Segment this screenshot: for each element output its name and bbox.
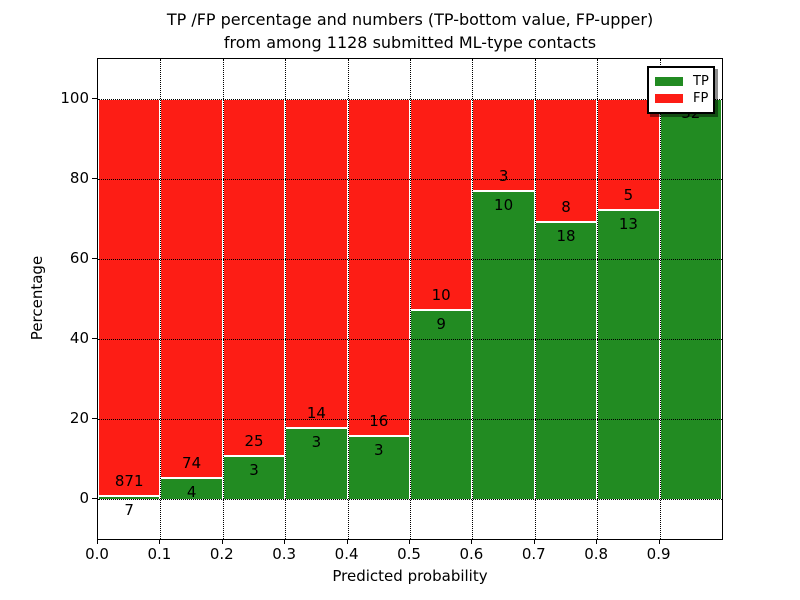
x-tick-mark-0.8: [596, 539, 598, 544]
x-tick-label-0.8: 0.8: [584, 545, 609, 563]
bar-count-tp-7: 18: [556, 227, 576, 246]
bar-count-tp-6: 10: [494, 196, 514, 215]
bar-fp-5: [410, 99, 473, 310]
bar-tp-3: [285, 428, 348, 499]
bar-fp-4: [347, 99, 410, 436]
x-tick-label-0.6: 0.6: [459, 545, 484, 563]
y-tick-mark-60: [92, 258, 97, 259]
bar-count-fp-4: 16: [369, 411, 389, 430]
chart-title-line1: TP /FP percentage and numbers (TP-bottom…: [166, 10, 654, 29]
y-tick-mark-40: [92, 338, 97, 339]
gridline-v-0.6: [472, 59, 474, 539]
legend-swatch-tp: [655, 77, 683, 86]
bar-fp-3: [285, 99, 348, 429]
x-tick-label-0.7: 0.7: [521, 545, 546, 563]
bar-tp-2: [222, 456, 286, 499]
bar-count-fp-5: 10: [431, 285, 451, 304]
bar-count-fp-3: 14: [306, 404, 326, 423]
y-tick-label-100: 100: [60, 89, 89, 107]
legend-entry-fp: FP: [655, 90, 709, 107]
x-tick-mark-0.1: [159, 539, 161, 544]
gridline-v-0.3: [285, 59, 287, 539]
y-tick-label-0: 0: [79, 489, 89, 507]
gridline-v-0.1: [160, 59, 162, 539]
bar-count-fp-8: 5: [623, 186, 634, 205]
bar-tp-5: [410, 309, 473, 499]
bar-count-tp-5: 9: [436, 314, 446, 333]
bar-fp-0: [98, 99, 161, 496]
bar-fp-2: [222, 99, 286, 457]
y-tick-mark-0: [92, 498, 97, 499]
x-tick-label-0.3: 0.3: [272, 545, 297, 563]
bar-count-tp-0: 7: [124, 500, 134, 519]
bar-tp-4: [347, 435, 410, 499]
bar-tp-8: [597, 210, 660, 499]
y-tick-label-20: 20: [69, 409, 89, 427]
y-tick-mark-100: [92, 98, 97, 99]
gridline-v-0.2: [222, 59, 224, 539]
bar-count-fp-2: 25: [244, 432, 264, 451]
x-tick-mark-0.3: [284, 539, 286, 544]
bar-count-tp-1: 4: [186, 483, 197, 502]
x-tick-label-0.2: 0.2: [209, 545, 234, 563]
legend-label-tp: TP: [693, 74, 709, 89]
gridline-v-0.4: [347, 59, 349, 539]
bar-count-fp-6: 3: [498, 167, 509, 186]
chart-title: TP /FP percentage and numbers (TP-bottom…: [98, 8, 722, 54]
plot-area: 871774425314316310931081851332: [97, 58, 723, 540]
x-tick-mark-0.6: [471, 539, 473, 544]
bar-count-tp-4: 3: [374, 440, 384, 459]
gridline-v-0.8: [597, 59, 599, 539]
y-axis-label: Percentage: [28, 255, 46, 341]
x-tick-mark-0.4: [346, 539, 348, 544]
x-tick-label-0.4: 0.4: [334, 545, 359, 563]
gridline-v-0.9: [659, 59, 661, 539]
legend-entry-tp: TP: [655, 73, 709, 90]
bar-tp-7: [534, 222, 598, 499]
bar-tp-0: [98, 495, 161, 499]
bar-count-fp-1: 74: [182, 454, 202, 473]
bar-count-tp-3: 3: [311, 433, 322, 452]
y-tick-label-60: 60: [69, 249, 89, 267]
x-tick-mark-0.5: [409, 539, 410, 544]
bar-tp-9: [659, 99, 722, 499]
legend-label-fp: FP: [693, 91, 709, 106]
x-tick-mark-0.9: [658, 539, 660, 544]
chart-title-line2: from among 1128 submitted ML-type contac…: [223, 33, 597, 52]
x-tick-label-0.9: 0.9: [646, 545, 671, 563]
legend: TP FP: [647, 66, 715, 114]
legend-swatch-fp: [655, 94, 683, 103]
x-tick-label-0.1: 0.1: [147, 545, 172, 563]
bar-count-tp-8: 13: [618, 215, 638, 234]
gridline-v-0.5: [410, 59, 411, 539]
gridline-v-0.7: [534, 59, 536, 539]
x-tick-mark-0.2: [221, 539, 223, 544]
x-axis-label: Predicted probability: [332, 567, 488, 585]
bar-fp-1: [160, 99, 223, 479]
y-tick-label-80: 80: [69, 169, 89, 187]
y-tick-mark-20: [92, 418, 97, 419]
y-tick-label-40: 40: [69, 329, 89, 347]
bar-count-fp-0: 871: [114, 471, 144, 490]
x-tick-label-0.5: 0.5: [397, 545, 421, 563]
bar-count-fp-7: 8: [561, 198, 571, 217]
bar-tp-6: [472, 191, 535, 499]
bar-count-tp-2: 3: [249, 461, 259, 480]
y-tick-mark-80: [92, 178, 97, 179]
x-tick-label-0.0: 0.0: [85, 545, 109, 563]
x-tick-mark-0.7: [533, 539, 535, 544]
x-tick-mark-0.0: [97, 539, 98, 544]
